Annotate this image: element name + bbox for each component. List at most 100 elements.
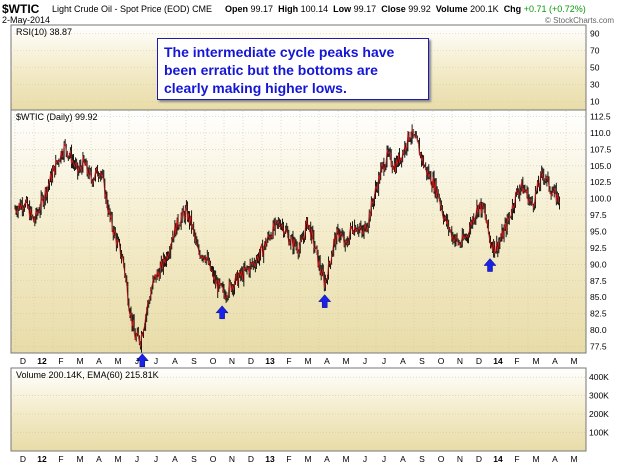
high-label: High	[278, 4, 299, 14]
rsi-value: 38.87	[50, 27, 73, 37]
volume-tick-label: 100K	[589, 428, 609, 438]
series-last-value: 99.92	[75, 112, 98, 122]
ohlc-readout: Open 99.17 High 100.14 Low 99.17 Close 9…	[225, 4, 586, 14]
price-panel	[10, 109, 587, 354]
x-axis-label: N	[457, 454, 463, 464]
volume-tick-label: 200K	[589, 409, 609, 419]
x-axis-label: A	[172, 454, 178, 464]
volume-label: Volume	[435, 4, 468, 14]
x-axis-label: D	[20, 356, 26, 366]
x-axis-label: M	[114, 356, 121, 366]
price-tick-label: 77.5	[590, 341, 607, 351]
volume-tick-label: 400K	[589, 372, 609, 382]
x-axis-label: 13	[265, 356, 275, 366]
x-axis-label: J	[154, 454, 158, 464]
ticker-symbol: $WTIC	[2, 2, 40, 16]
x-axis-label: D	[20, 454, 26, 464]
price-tick-label: 107.5	[590, 144, 612, 154]
x-axis-label: N	[229, 356, 235, 366]
x-axis-label: M	[342, 356, 349, 366]
price-tick-label: 90.0	[590, 259, 607, 269]
instrument-title: Light Crude Oil - Spot Price (EOD)	[52, 4, 190, 14]
high-value: 100.14	[300, 4, 329, 14]
open-value: 99.17	[250, 4, 274, 14]
price-tick-label: 95.0	[590, 227, 607, 237]
rsi-tick-label: 90	[590, 29, 600, 39]
x-axis-label: S	[419, 454, 425, 464]
instrument-name: Light Crude Oil - Spot Price (EOD) CME	[52, 4, 212, 14]
annotation-line-1: The intermediate cycle peaks have	[164, 44, 395, 60]
rsi-tick-label: 30	[590, 80, 600, 90]
chg-value: +0.71 (+0.72%)	[523, 4, 586, 14]
x-axis-label: A	[552, 454, 558, 464]
close-value: 99.92	[408, 4, 431, 14]
volume-tick-labels: 400K 300K 200K 100K	[589, 372, 609, 437]
x-axis-label: D	[476, 356, 482, 366]
x-axis-label: A	[400, 356, 406, 366]
x-axis-label: M	[114, 454, 121, 464]
x-axis-label: 12	[37, 454, 47, 464]
x-axis-label: M	[304, 454, 311, 464]
x-axis-label: O	[438, 454, 445, 464]
price-tick-label: 105.0	[590, 161, 612, 171]
x-axis-label: D	[248, 356, 254, 366]
price-tick-label: 87.5	[590, 276, 607, 286]
volume-title: Volume	[16, 370, 46, 380]
x-axis-labels-bottom: D 12 F M A M J J A S O N D 13 F M A M J J A S O N D 14 F M A M	[20, 454, 578, 464]
x-axis-label: M	[532, 454, 539, 464]
price-tick-labels: 112.5 110.0 107.5 105.0 102.5 100.0 97.5 95.0 92…	[590, 112, 612, 352]
x-axis-label: M	[76, 356, 83, 366]
rsi-label: RSI(10) 38.87	[16, 27, 72, 37]
x-axis-label: O	[438, 356, 445, 366]
open-label: Open	[225, 4, 249, 14]
chart-date: 2-May-2014	[2, 15, 51, 25]
brand-watermark: © StockCharts.com	[544, 16, 614, 25]
low-label: Low	[333, 4, 352, 14]
price-tick-label: 112.5	[590, 112, 611, 122]
x-axis-label: M	[570, 356, 577, 366]
rsi-tick-label: 70	[590, 46, 600, 56]
x-axis-label: J	[363, 356, 367, 366]
cycle-low-arrow	[215, 305, 229, 320]
price-tick-label: 80.0	[590, 325, 607, 335]
x-axis-label: M	[76, 454, 83, 464]
x-axis-label: S	[191, 454, 197, 464]
x-axis-label: N	[457, 356, 463, 366]
ema-title: EMA(60)	[87, 370, 123, 380]
x-axis-label: F	[514, 454, 519, 464]
x-axis-label: M	[570, 454, 577, 464]
x-axis-labels-mid: D 12 F M A M J J A S O N D 13 F M A M J J A S O N D 14 F M A M	[20, 356, 578, 366]
x-axis-label: F	[286, 454, 291, 464]
x-axis-label: O	[210, 356, 217, 366]
rsi-title: RSI(10)	[16, 27, 47, 37]
volume-last-value: 200.14K	[49, 370, 83, 380]
x-axis-label: M	[304, 356, 311, 366]
x-axis-label: J	[382, 356, 386, 366]
rsi-tick-labels: 90 70 50 30 10	[590, 29, 600, 107]
x-axis-label: J	[135, 454, 139, 464]
x-axis-label: A	[400, 454, 406, 464]
price-tick-label: 82.5	[590, 309, 607, 319]
rsi-tick-label: 50	[590, 63, 600, 73]
x-axis-label: J	[363, 454, 367, 464]
x-axis-label: 12	[37, 356, 47, 366]
chg-label: Chg	[503, 4, 522, 14]
x-axis-label: O	[210, 454, 217, 464]
price-tick-label: 92.5	[590, 243, 607, 253]
x-axis-label: F	[58, 454, 63, 464]
x-axis-label: A	[552, 356, 558, 366]
x-axis-label: D	[476, 454, 482, 464]
annotation-line-2: been erratic but the bottoms are	[164, 62, 378, 78]
annotation-box: The intermediate cycle peaks have been e…	[157, 38, 429, 100]
x-axis-label: A	[172, 356, 178, 366]
volume-value: 200.1K	[470, 4, 499, 14]
x-axis-label: S	[191, 356, 197, 366]
x-axis-label: A	[96, 356, 102, 366]
cycle-low-arrow	[318, 294, 332, 308]
price-tick-label: 85.0	[590, 292, 607, 302]
price-tick-label: 100.0	[590, 194, 612, 204]
cycle-low-arrows	[135, 258, 497, 367]
price-tick-label: 97.5	[590, 210, 607, 220]
volume-legend: Volume 200.14K, EMA(60) 215.81K	[16, 370, 159, 380]
cycle-low-arrow	[483, 258, 497, 272]
